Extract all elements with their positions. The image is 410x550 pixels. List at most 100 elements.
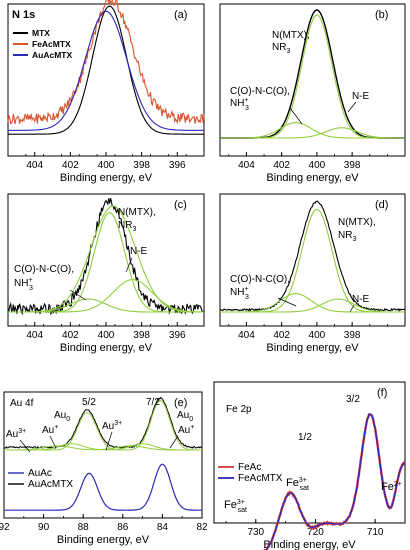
legend-label: FeAcMTX [238, 473, 283, 484]
axes-frame [219, 193, 406, 327]
x-axis-label: Binding energy, eV [60, 172, 153, 184]
series-line [220, 127, 405, 139]
x-tick-label: 404 [26, 330, 43, 341]
series-line [7, 197, 205, 316]
x-tick-label: 402 [273, 160, 290, 171]
annotation-label: N(MTX), [118, 207, 156, 218]
panel-a: 404 402 400 398 396 Binding energy, eV (a) N 1s… [7, 0, 205, 184]
series-line [4, 463, 202, 511]
annotation-label: Au+ [42, 424, 58, 436]
annotation-label: Au+ [178, 424, 194, 436]
leader-line [347, 101, 357, 113]
annotation-label: NR3 [338, 230, 356, 243]
panel-title: Fe 2p [226, 404, 252, 415]
x-tick-label: 398 [133, 330, 150, 341]
annotation-label: Au3+ [102, 420, 122, 432]
x-axis-label: Binding energy, eV [60, 342, 153, 354]
x-tick-label: 398 [344, 330, 361, 341]
annotation-label: Au0 [54, 410, 70, 423]
panel-letter: (a) [174, 9, 187, 21]
series-line [8, 279, 205, 313]
legend-label: AuAcMTX [32, 50, 72, 60]
series-line [220, 200, 406, 312]
x-tick-label: 396 [169, 330, 186, 341]
x-tick-label: 400 [98, 330, 115, 341]
annotation-label: 3/2 [346, 394, 360, 405]
annotation-label: N-E [130, 246, 148, 257]
axes-frame [213, 381, 406, 524]
legend-label: AuAcMTX [28, 479, 73, 490]
panel-c: 404 402 400 398 396 Binding energy, eV (c) N(MT… [7, 193, 205, 354]
annotation-label: Fe3+ sat [286, 477, 309, 492]
series-line [220, 298, 405, 313]
x-axis-label: Binding energy, eV [263, 539, 356, 550]
legend-label: MTX [32, 28, 50, 38]
series-line [8, 212, 204, 313]
panel-letter: (d) [375, 199, 388, 211]
leader-line [19, 439, 31, 453]
x-tick-label: 730 [247, 527, 264, 538]
series-line [8, 5, 204, 135]
panel-letter: (b) [375, 9, 388, 21]
legend-label: FeAcMTX [32, 39, 71, 49]
panel-title: Au 4f [10, 398, 34, 409]
series-line [4, 445, 202, 451]
x-tick-label: 90 [38, 522, 50, 533]
series-line [264, 413, 406, 550]
x-axis-label: Binding energy, eV [266, 172, 359, 184]
annotation-label: 5/2 [82, 397, 96, 408]
x-tick-label: 400 [309, 330, 326, 341]
panel-title: N 1s [12, 9, 35, 21]
annotation-label: C(O)-N-C(O), [14, 264, 74, 275]
annotation-label: NR3 [272, 42, 290, 55]
panel-e: 92 90 88 86 84 82 Binding energy, eV (e) Au 4f Au… [0, 391, 208, 546]
annotation-label: C(O)-N-C(O), [230, 86, 290, 97]
annotation-label: NR3 [118, 220, 136, 233]
legend-label: FeAc [238, 462, 261, 473]
annotation-label: 7/2 [146, 397, 160, 408]
annotation-label: N(MTX), [338, 217, 376, 228]
annotation-label: Fe3+ sat [224, 499, 247, 514]
annotation-label: NH+ 3 [230, 97, 249, 112]
annotation-label: Au3+ [6, 428, 26, 440]
annotation-label: N-E [352, 91, 370, 102]
series-line [7, 0, 205, 125]
axes-frame [3, 391, 203, 519]
x-tick-label: 402 [273, 330, 290, 341]
series-line [8, 10, 204, 131]
annotation-label: N(MTX), [272, 30, 310, 41]
leader-line [49, 435, 57, 449]
leader-line [289, 107, 303, 125]
x-tick-label: 82 [196, 522, 208, 533]
x-tick-label: 404 [26, 160, 43, 171]
x-tick-label: 402 [62, 330, 79, 341]
axes-frame [219, 3, 406, 157]
x-tick-label: 398 [133, 160, 150, 171]
series-line [220, 14, 405, 139]
leader-line [125, 257, 133, 273]
annotation-label: 1/2 [298, 432, 312, 443]
leader-line [105, 431, 113, 451]
series-line [220, 9, 405, 139]
panel-letter: (f) [377, 387, 387, 399]
x-axis-label: Binding energy, eV [57, 534, 150, 546]
x-tick-label: 400 [309, 160, 326, 171]
annotation-label: NH+ 3 [230, 286, 249, 301]
legend-label: AuAc [28, 468, 52, 479]
annotation-label: Fe2+ [381, 481, 402, 493]
x-tick-label: 720 [307, 527, 324, 538]
leader-line [277, 297, 297, 307]
x-tick-label: 402 [62, 160, 79, 171]
x-axis-label: Binding energy, eV [266, 342, 359, 354]
x-tick-label: 88 [78, 522, 90, 533]
annotation-label: Au0 [177, 410, 193, 423]
x-tick-label: 400 [98, 160, 115, 171]
leader-line [169, 435, 179, 449]
panel-letter: (c) [174, 199, 187, 211]
x-tick-label: 404 [238, 330, 255, 341]
annotation-label: NH+ 3 [14, 277, 33, 292]
x-tick-label: 86 [117, 522, 129, 533]
x-tick-label: 404 [238, 160, 255, 171]
